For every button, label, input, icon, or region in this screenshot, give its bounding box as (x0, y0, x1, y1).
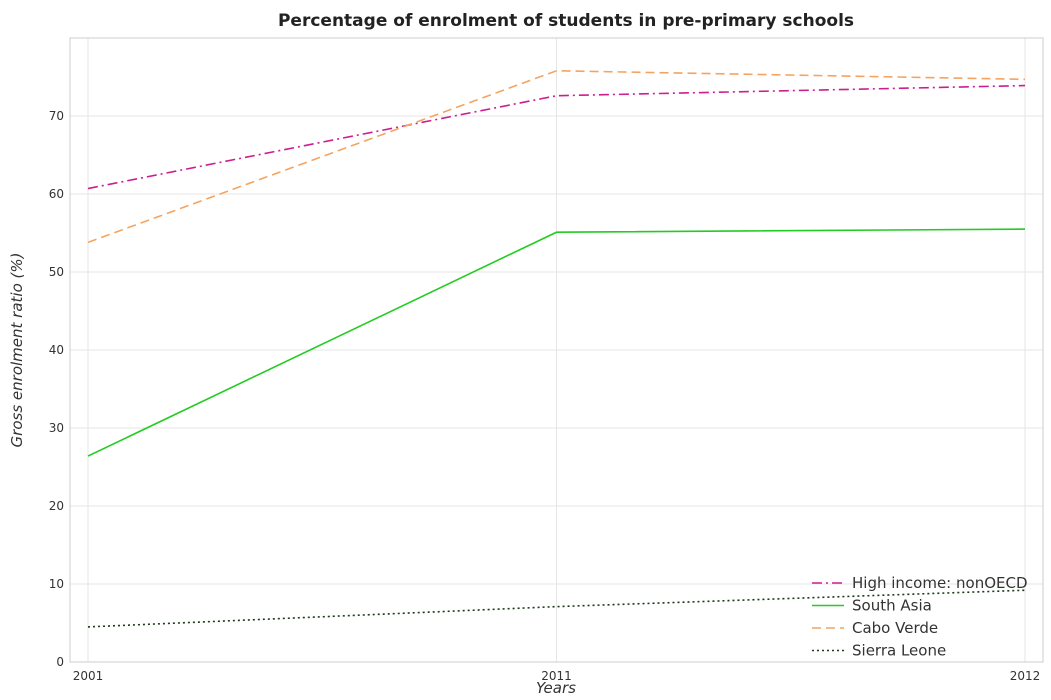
y-tick-label: 40 (49, 343, 64, 357)
legend-label: Cabo Verde (852, 619, 938, 637)
y-axis-label: Gross enrolment ratio (%) (8, 253, 26, 448)
y-tick-label: 30 (49, 421, 64, 435)
x-axis-label: Years (536, 679, 576, 697)
x-tick-label: 2001 (73, 669, 104, 683)
y-tick-label: 0 (56, 655, 64, 669)
y-axis-ticks: 0 10 20 30 40 50 60 70 (49, 109, 64, 669)
chart-title: Percentage of enrolment of students in p… (278, 11, 854, 31)
series-lines (87, 69, 1026, 628)
series-line-cabo-verde (87, 69, 1026, 244)
legend-label: Sierra Leone (852, 642, 946, 660)
y-tick-label: 70 (49, 109, 64, 123)
x-tick-label: 2011 (541, 669, 572, 683)
y-tick-label: 60 (49, 187, 64, 201)
y-tick-label: 50 (49, 265, 64, 279)
series-line-sierra-leone (87, 589, 1026, 628)
legend: High income: nonOECD South Asia Cabo Verde… (812, 574, 1028, 660)
x-axis-ticks: 2001 2011 2012 (73, 669, 1041, 683)
legend-label: South Asia (852, 597, 932, 615)
plot-frame (69, 37, 1044, 663)
legend-label: High income: nonOECD (852, 574, 1028, 592)
x-tick-label: 2012 (1010, 669, 1041, 683)
grid (70, 38, 1043, 663)
y-tick-label: 20 (49, 499, 64, 513)
y-tick-label: 10 (49, 577, 64, 591)
series-line-south-asia (87, 228, 1026, 457)
